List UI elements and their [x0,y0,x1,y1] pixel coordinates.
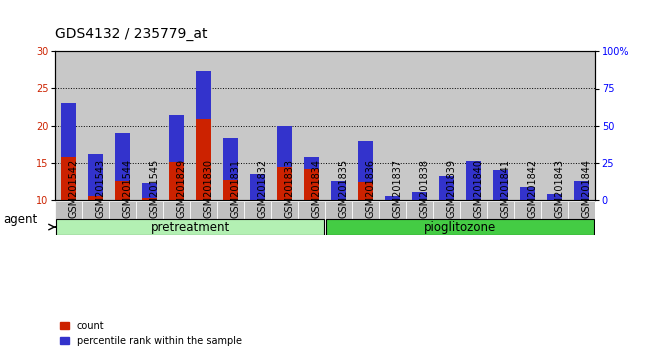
Text: GSM201843: GSM201843 [554,159,564,218]
Bar [223,138,238,200]
FancyBboxPatch shape [217,201,244,218]
Bar [250,174,265,222]
Bar [574,181,589,223]
FancyBboxPatch shape [541,201,568,218]
Text: GSM201829: GSM201829 [177,159,187,218]
Bar [88,154,103,200]
Bar [466,161,481,200]
FancyBboxPatch shape [163,201,190,218]
Bar [169,115,184,200]
FancyBboxPatch shape [514,201,541,218]
Text: GSM201837: GSM201837 [393,159,402,218]
Text: GSM201830: GSM201830 [203,159,214,218]
FancyBboxPatch shape [244,201,271,218]
Bar [439,176,454,200]
FancyBboxPatch shape [326,219,594,235]
Bar [547,194,562,206]
Bar [142,183,157,200]
Text: GSM201542: GSM201542 [69,159,79,218]
Bar [520,187,535,200]
FancyBboxPatch shape [190,201,217,218]
FancyBboxPatch shape [325,201,352,218]
Text: GSM201835: GSM201835 [339,159,348,218]
Bar [304,157,319,169]
Bar [412,192,427,200]
Bar [439,176,454,218]
Bar [304,157,319,200]
Text: GSM201834: GSM201834 [311,159,322,218]
Text: pioglitozone: pioglitozone [424,221,496,234]
Bar [142,183,157,198]
Text: GSM201842: GSM201842 [527,159,538,218]
Bar [115,133,130,200]
Bar [331,181,346,200]
Text: GSM201841: GSM201841 [500,159,510,218]
Text: pretreatment: pretreatment [151,221,229,234]
Bar [88,154,103,195]
Bar [196,72,211,200]
FancyBboxPatch shape [109,201,136,218]
FancyBboxPatch shape [433,201,460,218]
Text: GSM201839: GSM201839 [447,159,456,218]
Text: GSM201840: GSM201840 [473,159,484,218]
Text: GSM201832: GSM201832 [257,159,268,218]
FancyBboxPatch shape [568,201,595,218]
Bar [250,174,265,200]
Bar [385,196,400,200]
Text: GSM201545: GSM201545 [150,159,160,218]
FancyBboxPatch shape [406,201,433,218]
Text: GSM201544: GSM201544 [123,159,133,218]
FancyBboxPatch shape [55,201,82,218]
Bar [61,103,76,200]
Legend: count, percentile rank within the sample: count, percentile rank within the sample [60,321,242,346]
Bar [277,126,292,167]
Bar [61,103,76,157]
Bar [574,181,589,200]
Bar [520,187,535,208]
Bar [493,170,508,211]
FancyBboxPatch shape [82,201,109,218]
Bar [115,133,130,181]
FancyBboxPatch shape [56,219,324,235]
FancyBboxPatch shape [352,201,379,218]
Text: GSM201844: GSM201844 [581,159,592,218]
Text: GSM201833: GSM201833 [285,159,294,218]
Bar [358,141,373,182]
Bar [169,115,184,162]
Bar [466,161,481,203]
Bar [547,194,562,200]
Text: GSM201831: GSM201831 [231,159,240,218]
FancyBboxPatch shape [379,201,406,218]
Text: GSM201838: GSM201838 [419,159,430,218]
FancyBboxPatch shape [136,201,163,218]
Bar [277,126,292,200]
FancyBboxPatch shape [298,201,325,218]
Bar [331,181,346,223]
Text: agent: agent [3,213,38,226]
FancyBboxPatch shape [271,201,298,218]
Text: GSM201836: GSM201836 [365,159,376,218]
Text: GSM201543: GSM201543 [96,159,106,218]
FancyBboxPatch shape [487,201,514,218]
Bar [385,196,400,256]
Bar [196,72,211,119]
FancyBboxPatch shape [460,201,487,218]
Bar [223,138,238,180]
Bar [493,170,508,200]
Text: GDS4132 / 235779_at: GDS4132 / 235779_at [55,27,208,41]
Bar [412,192,427,234]
Bar [358,141,373,200]
